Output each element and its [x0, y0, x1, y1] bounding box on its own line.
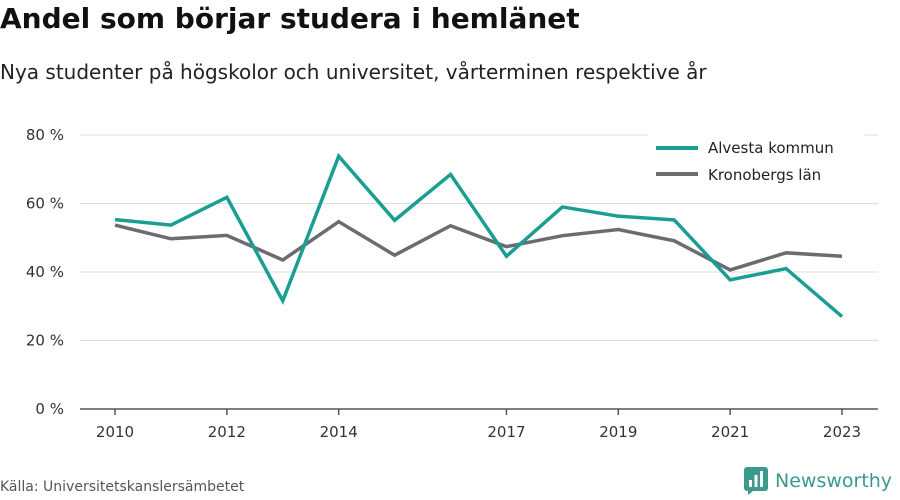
legend-label-alvesta: Alvesta kommun [708, 139, 834, 157]
line-chart: 0 % 20 % 40 % 60 % 80 % 2010 2012 2014 2017 2019… [26, 126, 878, 441]
series-line-kronoberg [114, 219, 843, 272]
y-tick-label: 60 % [26, 195, 64, 213]
chart-subtitle: Nya studenter på högskolor och universit… [0, 60, 707, 84]
x-tick-label: 2023 [823, 423, 861, 441]
series-lines [114, 152, 844, 318]
brand-name: Newsworthy [775, 470, 893, 492]
x-tick-label: 2017 [487, 423, 525, 441]
legend: Alvesta kommun Kronobergs län [648, 128, 864, 190]
x-tick-label: 2010 [96, 423, 134, 441]
source-note: Källa: Universitetskanslersämbetet [0, 479, 245, 495]
series-line-alvesta [114, 152, 844, 318]
legend-label-kronoberg: Kronobergs län [708, 166, 821, 184]
x-tick-label: 2021 [711, 423, 749, 441]
chart-title: Andel som börjar studera i hemlänet [0, 2, 580, 35]
y-tick-label: 20 % [26, 332, 64, 350]
x-tick-label: 2012 [208, 423, 246, 441]
newsworthy-brand[interactable]: Newsworthy [744, 467, 892, 495]
x-tick-label: 2014 [320, 423, 358, 441]
legend-background [648, 128, 864, 190]
newsworthy-logo-icon [744, 467, 768, 495]
x-tick-label: 2019 [599, 423, 637, 441]
y-tick-label: 40 % [26, 263, 64, 281]
x-axis: 2010 2012 2014 2017 2019 2021 2023 [80, 408, 878, 441]
y-tick-label: 0 % [35, 400, 64, 418]
y-tick-label: 80 % [26, 126, 64, 144]
